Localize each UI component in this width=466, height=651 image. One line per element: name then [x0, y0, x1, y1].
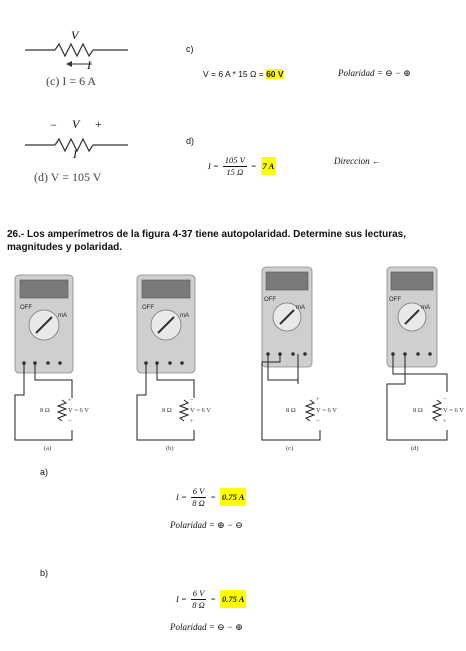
answer-a-polarity: Polaridad = ⊕ − ⊖ — [170, 520, 243, 530]
answer-a-result: 0.75 A — [220, 488, 247, 506]
meter-d-plus: + — [443, 418, 447, 425]
meter-circuit-c: OFF mA 8 Ω V = 6 V + − (c) — [250, 262, 350, 460]
part-c-equation: V = 6 A * 15 Ω = 60 V — [203, 69, 284, 79]
answer-a-eq: = — [210, 492, 217, 502]
multimeter-d-svg — [386, 266, 448, 441]
part-d-fraction: 105 V 15 Ω — [222, 155, 247, 177]
meter-d-caption: (d) — [411, 445, 419, 452]
part-c-equation-text: V = 6 A * 15 Ω = — [203, 69, 267, 79]
fig-d-plus: + — [95, 117, 102, 131]
meter-a-ma: mA — [58, 313, 67, 319]
answer-a-denominator: 8 Ω — [192, 497, 205, 508]
meter-a-caption: (a) — [44, 445, 52, 452]
meter-circuit-d: OFF mA 8 Ω V = 6 V + − (d) — [375, 262, 465, 460]
answer-b-denominator: 8 Ω — [192, 599, 205, 610]
fig-d-v-label: V — [72, 117, 80, 131]
meter-a-source: V = 6 V — [68, 407, 89, 414]
meter-b-source: V = 6 V — [190, 407, 211, 414]
part-c-polarity: Polaridad = ⊖ − ⊕ — [338, 68, 411, 78]
part-d-numerator: 105 V — [222, 155, 247, 167]
answer-a-lhs: I = — [176, 492, 187, 502]
fig-c-v-label: V — [71, 28, 79, 42]
meter-b-ma: mA — [180, 313, 189, 319]
meter-b-minus: − — [190, 397, 194, 404]
meter-c-plus: + — [316, 396, 320, 403]
meter-c-off: OFF — [264, 297, 276, 303]
problem-26-text: 26.- Los amperímetros de la figura 4-37 … — [7, 229, 407, 253]
answer-b-numerator: 6 V — [190, 588, 207, 600]
part-d-denominator: 15 Ω — [226, 166, 244, 177]
meter-d-off: OFF — [389, 297, 401, 303]
part-d-equation: I = 105 V 15 Ω = 7 A — [208, 155, 277, 177]
meter-c-minus: − — [316, 418, 320, 425]
meter-b-resistor: 8 Ω — [162, 407, 172, 414]
meter-c-ma: mA — [296, 305, 305, 311]
meter-b-caption: (b) — [166, 445, 174, 452]
answer-a-numerator: 6 V — [190, 486, 207, 498]
answer-b-label: b) — [40, 568, 49, 578]
meter-b-plus: + — [190, 418, 194, 425]
fig-d-minus: − — [50, 118, 57, 132]
part-d-label: d) — [186, 136, 195, 146]
meter-a-minus: − — [68, 418, 72, 425]
answer-b-equation: I = 6 V 8 Ω = 0.75 A — [176, 588, 247, 610]
answer-a-fraction: 6 V 8 Ω — [190, 486, 207, 508]
multimeter-c-svg — [261, 266, 321, 441]
fig-d-caption: (d) V = 105 V — [34, 170, 102, 184]
meter-a-resistor: 8 Ω — [40, 407, 50, 414]
answer-b-lhs: I = — [176, 594, 187, 604]
meter-a-off: OFF — [20, 305, 32, 311]
meter-circuit-b: OFF mA 8 Ω V = 6 V + − (b) — [132, 270, 232, 460]
answer-b-eq: = — [210, 594, 217, 604]
answer-b-polarity: Polaridad = ⊖ − ⊕ — [170, 622, 243, 632]
answer-b-fraction: 6 V 8 Ω — [190, 588, 207, 610]
part-c-label: c) — [186, 44, 194, 54]
current-arrow-d — [66, 147, 76, 151]
meter-d-resistor: 8 Ω — [413, 407, 423, 414]
multimeter-a-svg — [14, 274, 74, 441]
meter-d-minus: − — [443, 396, 447, 403]
answer-b-result: 0.75 A — [220, 590, 247, 608]
part-d-eq: = — [250, 161, 257, 171]
part-d-lhs: I = — [208, 161, 219, 171]
resistor-diagram-d — [25, 137, 128, 153]
meter-d-ma: mA — [421, 305, 430, 311]
meter-d-source: V = 6 V — [443, 407, 464, 414]
fig-d-i-label: I — [73, 147, 77, 161]
part-c-result: 60 V — [266, 69, 284, 79]
meter-circuit-a: OFF mA 8 Ω V = 6 V + − (a) — [10, 270, 110, 460]
fig-c-i-label: I — [87, 58, 91, 72]
part-d-direction: Direccion ← — [334, 156, 381, 166]
meter-b-off: OFF — [142, 305, 154, 311]
meter-c-source: V = 6 V — [316, 407, 337, 414]
answer-a-label: a) — [40, 467, 49, 477]
answer-a-equation: I = 6 V 8 Ω = 0.75 A — [176, 486, 247, 508]
part-d-result: 7 A — [260, 157, 277, 175]
fig-c-caption: (c) I = 6 A — [46, 74, 97, 88]
meter-a-plus: + — [68, 397, 72, 404]
resistor-diagram-c — [25, 42, 128, 67]
meter-c-caption: (c) — [286, 445, 294, 452]
meter-c-resistor: 8 Ω — [286, 407, 296, 414]
multimeter-b-svg — [136, 274, 196, 441]
